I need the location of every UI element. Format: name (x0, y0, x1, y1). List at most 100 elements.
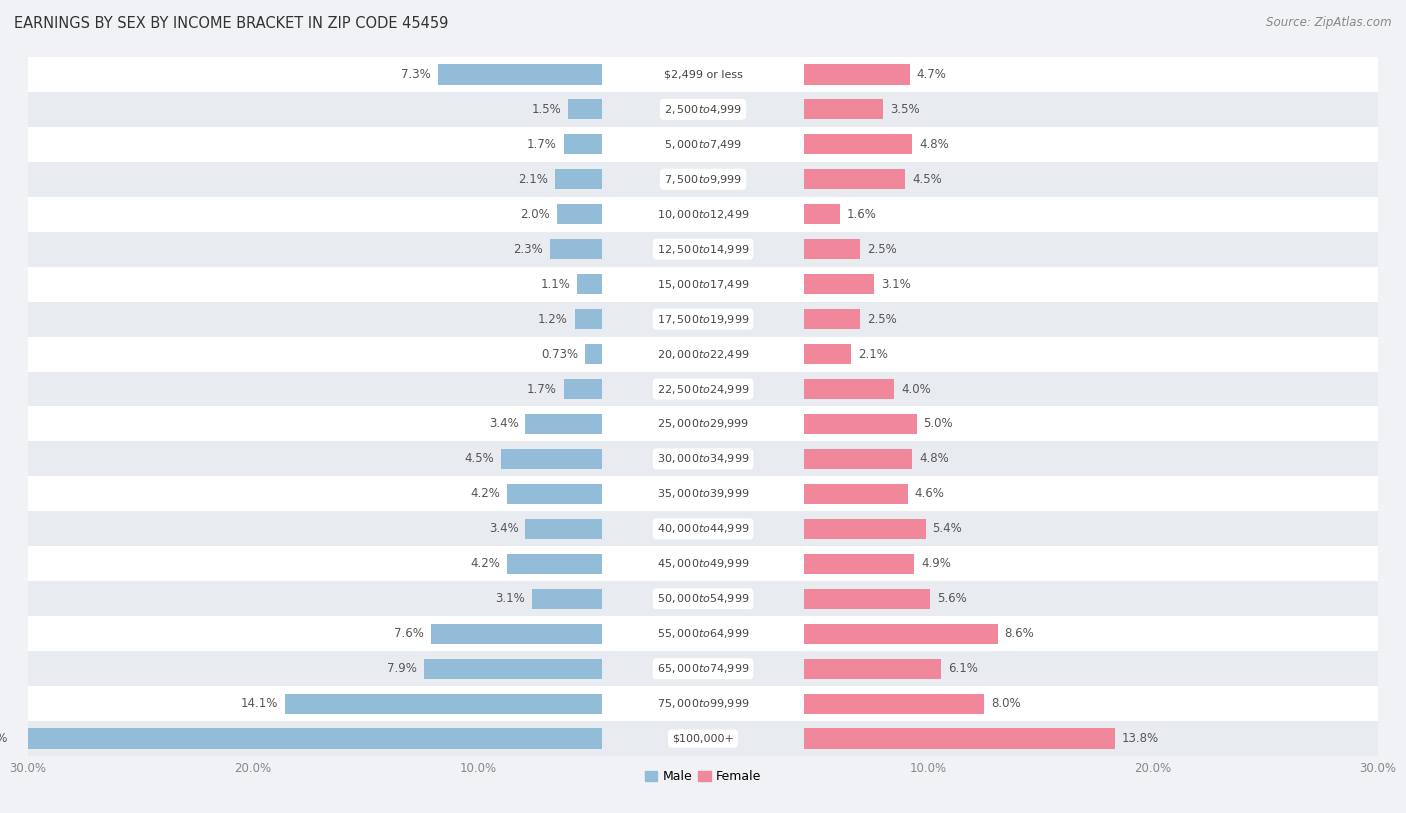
Text: 4.2%: 4.2% (471, 488, 501, 500)
Bar (28, 686, 1378, 721)
Bar (28, 616, 1378, 651)
Bar (804, 169, 905, 189)
Bar (576, 274, 602, 294)
Text: 1.5%: 1.5% (531, 103, 561, 115)
Text: 7.9%: 7.9% (388, 663, 418, 675)
Text: $35,000 to $39,999: $35,000 to $39,999 (657, 488, 749, 500)
Bar (437, 64, 602, 85)
Bar (568, 99, 602, 120)
Text: 2.5%: 2.5% (868, 243, 897, 255)
Bar (557, 204, 602, 224)
Bar (28, 57, 1378, 92)
Bar (804, 693, 984, 714)
Text: 2.0%: 2.0% (520, 208, 550, 220)
Text: 2.3%: 2.3% (513, 243, 543, 255)
Text: 5.0%: 5.0% (924, 418, 953, 430)
Bar (28, 511, 1378, 546)
Text: 1.6%: 1.6% (846, 208, 877, 220)
Bar (804, 204, 841, 224)
Bar (425, 659, 602, 679)
Bar (804, 134, 912, 154)
Text: $75,000 to $99,999: $75,000 to $99,999 (657, 698, 749, 710)
Text: $15,000 to $17,499: $15,000 to $17,499 (657, 278, 749, 290)
Text: $40,000 to $44,999: $40,000 to $44,999 (657, 523, 749, 535)
Text: 3.4%: 3.4% (489, 523, 519, 535)
Bar (804, 624, 998, 644)
Bar (28, 337, 1378, 372)
Bar (585, 344, 602, 364)
Bar (28, 651, 1378, 686)
Text: 1.2%: 1.2% (538, 313, 568, 325)
Bar (804, 274, 875, 294)
Text: $10,000 to $12,499: $10,000 to $12,499 (657, 208, 749, 220)
Bar (804, 449, 912, 469)
Bar (554, 169, 602, 189)
Bar (508, 554, 602, 574)
Bar (531, 589, 602, 609)
Bar (804, 239, 860, 259)
Bar (28, 476, 1378, 511)
Bar (804, 728, 1115, 749)
Text: 6.1%: 6.1% (948, 663, 979, 675)
Legend: Male, Female: Male, Female (640, 765, 766, 789)
Text: $55,000 to $64,999: $55,000 to $64,999 (657, 628, 749, 640)
Bar (28, 162, 1378, 197)
Bar (28, 197, 1378, 232)
Bar (804, 659, 942, 679)
Text: $25,000 to $29,999: $25,000 to $29,999 (657, 418, 749, 430)
Bar (564, 134, 602, 154)
Text: 26.1%: 26.1% (0, 733, 8, 745)
Text: $30,000 to $34,999: $30,000 to $34,999 (657, 453, 749, 465)
Text: $50,000 to $54,999: $50,000 to $54,999 (657, 593, 749, 605)
Text: $100,000+: $100,000+ (672, 733, 734, 744)
Bar (575, 309, 602, 329)
Text: 0.73%: 0.73% (541, 348, 579, 360)
Text: 8.6%: 8.6% (1004, 628, 1035, 640)
Bar (526, 519, 602, 539)
Text: 2.1%: 2.1% (858, 348, 889, 360)
Text: Source: ZipAtlas.com: Source: ZipAtlas.com (1267, 16, 1392, 29)
Text: $5,000 to $7,499: $5,000 to $7,499 (664, 138, 742, 150)
Bar (28, 372, 1378, 406)
Text: 4.8%: 4.8% (920, 453, 949, 465)
Bar (564, 379, 602, 399)
Text: 3.5%: 3.5% (890, 103, 920, 115)
Bar (14, 728, 602, 749)
Text: 1.7%: 1.7% (527, 383, 557, 395)
Bar (550, 239, 602, 259)
Text: $7,500 to $9,999: $7,500 to $9,999 (664, 173, 742, 185)
Text: $2,500 to $4,999: $2,500 to $4,999 (664, 103, 742, 115)
Bar (501, 449, 602, 469)
Bar (430, 624, 602, 644)
Text: 1.7%: 1.7% (527, 138, 557, 150)
Bar (804, 309, 860, 329)
Text: 4.5%: 4.5% (912, 173, 942, 185)
Bar (284, 693, 602, 714)
Text: $2,499 or less: $2,499 or less (664, 69, 742, 80)
Bar (28, 441, 1378, 476)
Bar (804, 99, 883, 120)
Bar (28, 721, 1378, 756)
Text: 4.8%: 4.8% (920, 138, 949, 150)
Bar (804, 379, 894, 399)
Text: 4.6%: 4.6% (914, 488, 945, 500)
Bar (28, 302, 1378, 337)
Text: 2.5%: 2.5% (868, 313, 897, 325)
Text: $65,000 to $74,999: $65,000 to $74,999 (657, 663, 749, 675)
Text: 3.1%: 3.1% (495, 593, 526, 605)
Text: $17,500 to $19,999: $17,500 to $19,999 (657, 313, 749, 325)
Text: 4.0%: 4.0% (901, 383, 931, 395)
Text: $45,000 to $49,999: $45,000 to $49,999 (657, 558, 749, 570)
Bar (804, 414, 917, 434)
Bar (28, 267, 1378, 302)
Text: 14.1%: 14.1% (240, 698, 278, 710)
Text: 3.4%: 3.4% (489, 418, 519, 430)
Text: $20,000 to $22,499: $20,000 to $22,499 (657, 348, 749, 360)
Text: 1.1%: 1.1% (540, 278, 571, 290)
Text: 5.4%: 5.4% (932, 523, 962, 535)
Text: 2.1%: 2.1% (517, 173, 548, 185)
Bar (28, 546, 1378, 581)
Bar (28, 581, 1378, 616)
Text: $22,500 to $24,999: $22,500 to $24,999 (657, 383, 749, 395)
Text: 4.2%: 4.2% (471, 558, 501, 570)
